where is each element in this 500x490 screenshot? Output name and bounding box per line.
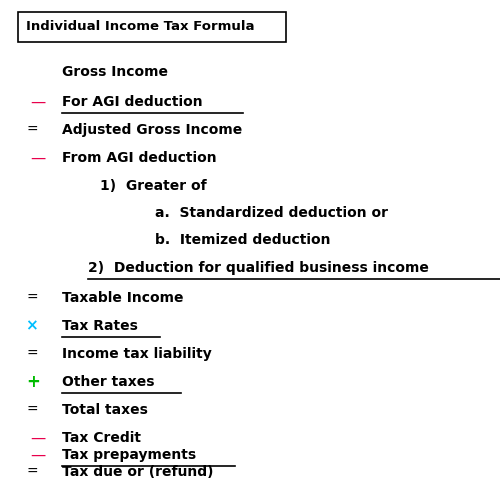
Text: Tax due or (refund): Tax due or (refund) bbox=[62, 465, 214, 479]
Text: Gross Income: Gross Income bbox=[62, 65, 168, 79]
Text: Adjusted Gross Income: Adjusted Gross Income bbox=[62, 123, 242, 137]
Text: For AGI deduction: For AGI deduction bbox=[62, 95, 202, 109]
Bar bbox=[18, 12, 286, 42]
Text: ×: × bbox=[25, 318, 38, 334]
Text: =: = bbox=[27, 291, 38, 305]
Text: a.  Standardized deduction or: a. Standardized deduction or bbox=[155, 206, 388, 220]
Text: =: = bbox=[27, 465, 38, 479]
Text: —: — bbox=[30, 447, 45, 463]
Text: —: — bbox=[30, 150, 45, 166]
Text: Individual Income Tax Formula: Individual Income Tax Formula bbox=[26, 21, 254, 33]
Text: Tax Credit: Tax Credit bbox=[62, 431, 141, 445]
Text: 2)  Deduction for qualified business income: 2) Deduction for qualified business inco… bbox=[88, 261, 429, 275]
Text: =: = bbox=[27, 347, 38, 361]
Text: =: = bbox=[27, 123, 38, 137]
Text: +: + bbox=[26, 373, 40, 391]
Text: Other taxes: Other taxes bbox=[62, 375, 154, 389]
Text: Taxable Income: Taxable Income bbox=[62, 291, 184, 305]
Text: —: — bbox=[30, 431, 45, 445]
Text: Income tax liability: Income tax liability bbox=[62, 347, 212, 361]
Text: Tax Rates: Tax Rates bbox=[62, 319, 138, 333]
Text: From AGI deduction: From AGI deduction bbox=[62, 151, 216, 165]
Text: Tax prepayments: Tax prepayments bbox=[62, 448, 196, 462]
Text: 1)  Greater of: 1) Greater of bbox=[100, 179, 206, 193]
Text: =: = bbox=[27, 403, 38, 417]
Text: —: — bbox=[30, 95, 45, 109]
Text: b.  Itemized deduction: b. Itemized deduction bbox=[155, 233, 330, 247]
Text: Total taxes: Total taxes bbox=[62, 403, 148, 417]
